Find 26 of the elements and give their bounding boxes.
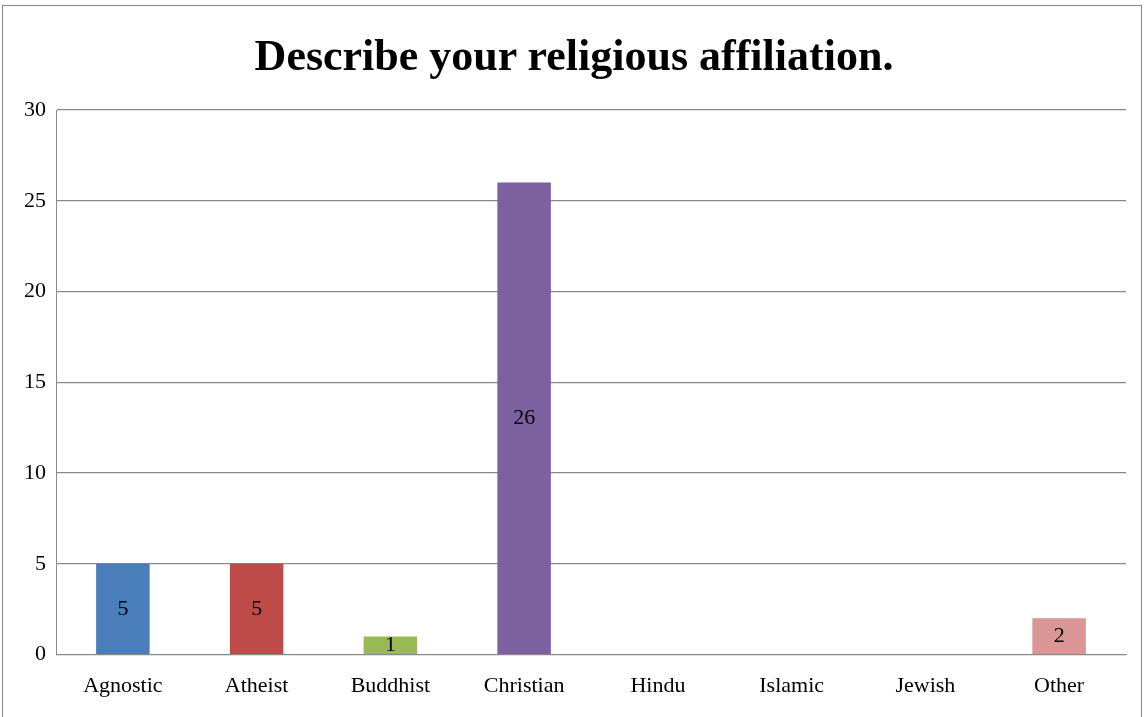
- y-tick-label: 30: [24, 95, 46, 121]
- x-tick-label: Islamic: [759, 671, 825, 697]
- bar: [497, 182, 551, 654]
- x-tick-label: Buddhist: [350, 671, 431, 697]
- x-tick-label: Hindu: [630, 671, 686, 697]
- y-tick-label: 20: [24, 277, 46, 303]
- y-tick-label: 0: [35, 640, 46, 666]
- x-tick-label: Agnostic: [83, 671, 163, 697]
- data-label: 2: [1053, 621, 1065, 647]
- y-tick-label: 5: [35, 549, 46, 575]
- data-label: 1: [384, 630, 396, 656]
- y-tick-label: 10: [24, 458, 46, 484]
- data-label: 5: [251, 594, 263, 620]
- y-tick-label: 25: [24, 186, 46, 212]
- bar: [229, 563, 284, 654]
- data-label: 26: [513, 404, 536, 430]
- chart-title: Describe your religious affiliation.: [253, 30, 895, 81]
- x-tick-label: Jewish: [895, 671, 956, 697]
- x-tick-label: Other: [1034, 671, 1085, 697]
- y-tick-label: 15: [24, 368, 46, 394]
- x-tick-label: Christian: [483, 671, 565, 697]
- data-label: 5: [117, 594, 129, 620]
- bar: [96, 563, 150, 654]
- bar: [363, 636, 418, 654]
- bar: [1032, 618, 1086, 654]
- x-tick-label: Atheist: [224, 671, 289, 697]
